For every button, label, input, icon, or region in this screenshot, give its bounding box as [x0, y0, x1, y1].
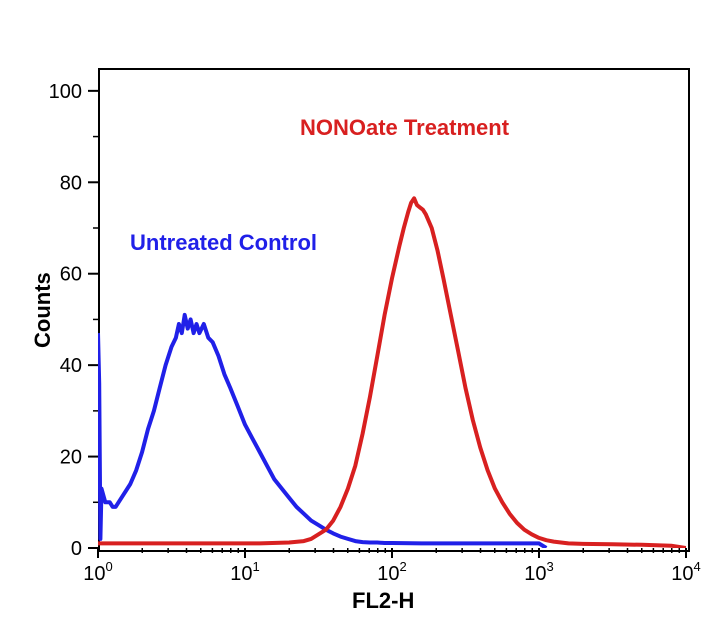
svg-text:0: 0: [71, 538, 82, 560]
svg-text:102: 102: [377, 559, 406, 585]
svg-text:103: 103: [524, 559, 553, 585]
svg-text:40: 40: [60, 355, 82, 377]
svg-text:20: 20: [60, 447, 82, 469]
series-label-nonoate: NONOate Treatment: [300, 115, 509, 141]
svg-text:80: 80: [60, 172, 82, 194]
series-label-untreated: Untreated Control: [130, 230, 317, 256]
svg-layer: 0 20 40 60 80 100 100 101 102 103 104: [0, 0, 728, 639]
y-axis-label: Counts: [30, 272, 56, 348]
svg-text:100: 100: [49, 81, 82, 103]
x-axis-label: FL2-H: [352, 588, 414, 614]
svg-text:104: 104: [671, 559, 700, 585]
svg-text:100: 100: [83, 559, 112, 585]
svg-text:101: 101: [230, 559, 259, 585]
svg-text:60: 60: [60, 264, 82, 286]
figure: 0 20 40 60 80 100 100 101 102 103 104 Counts FL2-H…: [0, 0, 728, 639]
